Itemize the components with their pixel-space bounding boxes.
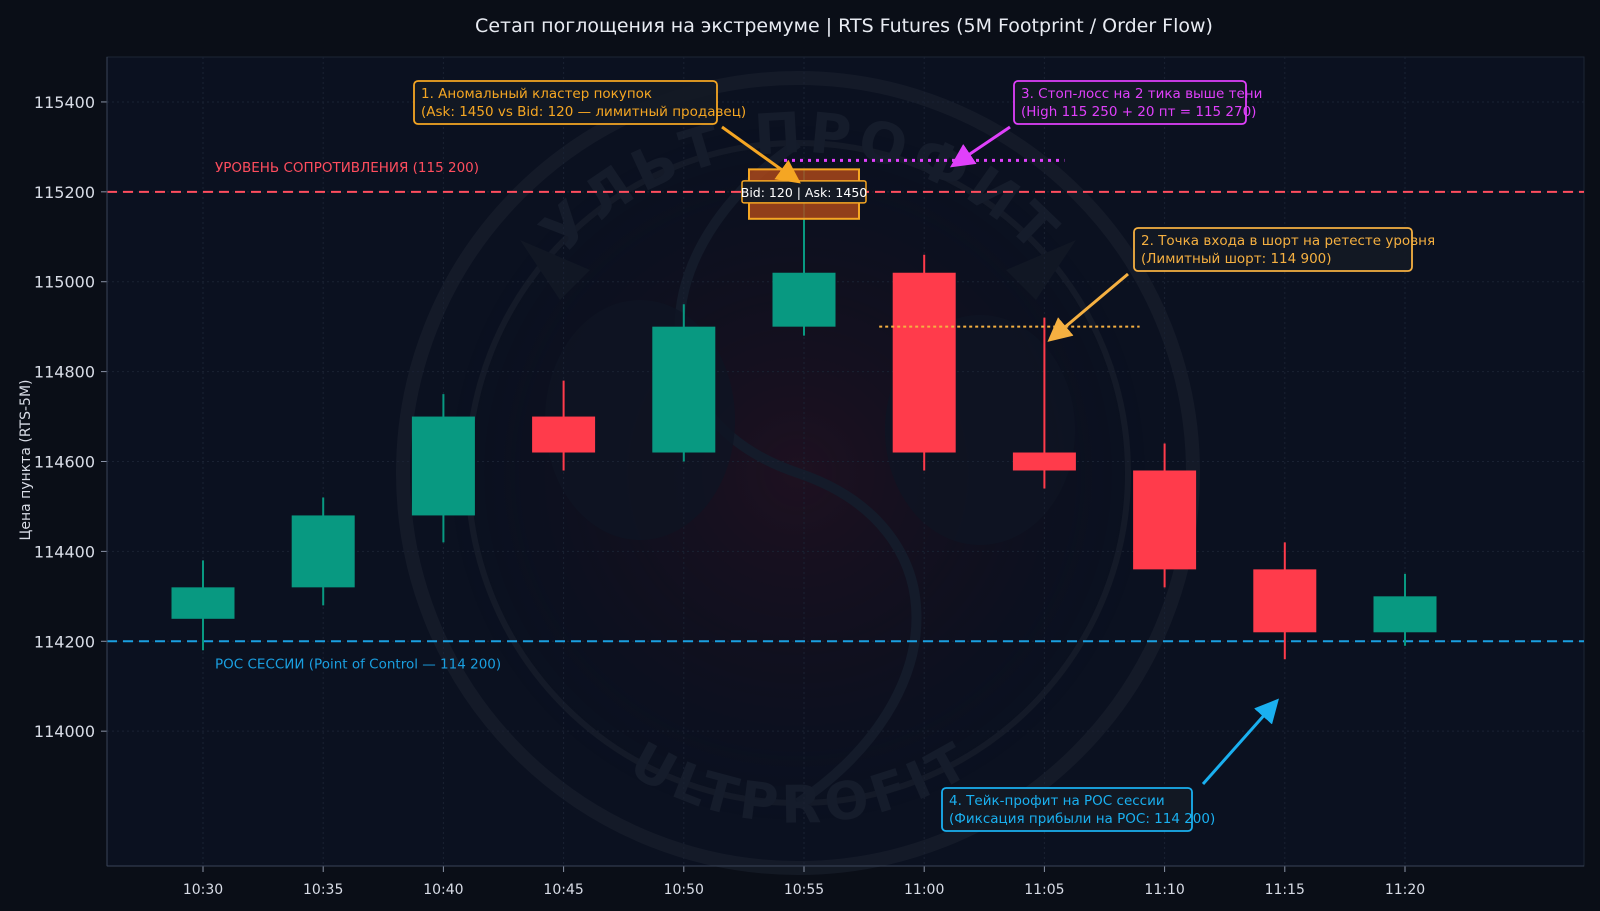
y-tick-label: 114400 (34, 542, 95, 561)
x-tick-label: 10:50 (664, 882, 704, 898)
y-tick-label: 114800 (34, 363, 95, 382)
x-tick-label: 10:40 (423, 882, 463, 898)
x-tick-label: 11:20 (1385, 882, 1425, 898)
x-tick-label: 10:30 (183, 882, 223, 898)
cluster-label-bg (741, 180, 867, 204)
chart-title: Сетап поглощения на экстремуме | RTS Fut… (475, 15, 1213, 37)
cluster-label: Bid: 120 | Ask: 1450 (741, 185, 868, 200)
candle-11:20 (1373, 573, 1437, 646)
candle-10:50 (652, 304, 716, 462)
annotation-box (413, 80, 718, 125)
candle-body (411, 416, 475, 516)
annotation-arrow (1201, 698, 1279, 785)
candle-10:45 (532, 380, 596, 471)
annotation-text: (Фиксация прибыли на POC: 114 200) (949, 811, 1215, 827)
candle-11:05 (1012, 317, 1076, 489)
x-tick-label: 11:10 (1144, 882, 1184, 898)
candle-body (892, 272, 956, 453)
candle-10:35 (291, 497, 355, 606)
annotation-text: 2. Точка входа в шорт на ретесте уровня (1141, 233, 1435, 249)
x-tick-label: 11:00 (904, 882, 944, 898)
candle-body (1012, 452, 1076, 471)
annotation-box (1013, 80, 1247, 125)
candle-body (1133, 470, 1197, 570)
candle-11:00 (892, 254, 956, 471)
annotation-a3: 3. Стоп-лосс на 2 тика выше тени (High 11… (950, 80, 1262, 168)
annotation-text: (Ask: 1450 vs Bid: 120 — лимитный продав… (421, 104, 746, 120)
x-tick-label: 11:05 (1024, 882, 1064, 898)
annotation-arrow (1047, 272, 1129, 342)
annotation-box (941, 787, 1193, 832)
annotation-a4: 4. Тейк-профит на POC сессии (Фиксация пр… (941, 698, 1279, 832)
annotation-a1: 1. Аномальный кластер покупок (Ask: 1450 … (413, 80, 801, 184)
candle-10:40 (411, 394, 475, 543)
y-tick-label: 114200 (34, 632, 95, 651)
x-tick-label: 11:15 (1265, 882, 1305, 898)
annotation-text: 3. Стоп-лосс на 2 тика выше тени (1021, 86, 1262, 102)
y-tick-label: 115400 (34, 93, 95, 112)
candle-body (532, 416, 596, 453)
annotation-arrow (721, 125, 801, 184)
candle-11:10 (1133, 443, 1197, 588)
y-tick-label: 114600 (34, 453, 95, 472)
x-tick-label: 10:35 (303, 882, 343, 898)
candle-10:30 (171, 560, 235, 651)
annotation-text: (Лимитный шорт: 114 900) (1141, 251, 1332, 267)
x-tick-label: 10:45 (543, 882, 583, 898)
annotation-a2: 2. Точка входа в шорт на ретесте уровня (… (1047, 227, 1435, 342)
y-axis-label: Цена пункта (RTS-5M) (18, 379, 34, 540)
axes: 114000 114200 114400 114600 114800 115000 1152… (34, 57, 1584, 898)
annotation-box (1133, 227, 1413, 272)
annotation-text: 4. Тейк-профит на POC сессии (949, 793, 1165, 809)
x-tick-label: 10:55 (784, 882, 824, 898)
y-tick-label: 114000 (34, 722, 95, 741)
candle-11:15 (1253, 542, 1317, 660)
y-tick-label: 115200 (34, 183, 95, 202)
level-label-resistance: УРОВЕНЬ СОПРОТИВЛЕНИЯ (115 200) (215, 160, 479, 176)
candle-body (291, 515, 355, 588)
y-tick-label: 115000 (34, 273, 95, 292)
annotation-arrow (950, 125, 1011, 168)
candle-body (1253, 569, 1317, 633)
candle-body (171, 587, 235, 619)
candle-10:55 (772, 169, 836, 336)
candle-body (772, 272, 836, 327)
annotation-text: (High 115 250 + 20 пт = 115 270) (1021, 104, 1256, 120)
annotation-text: 1. Аномальный кластер покупок (421, 86, 652, 102)
candles (171, 169, 1437, 660)
level-label-poc: POC СЕССИИ (Point of Control — 114 200) (215, 656, 501, 672)
candle-body (652, 326, 716, 453)
candle-body (1373, 596, 1437, 633)
